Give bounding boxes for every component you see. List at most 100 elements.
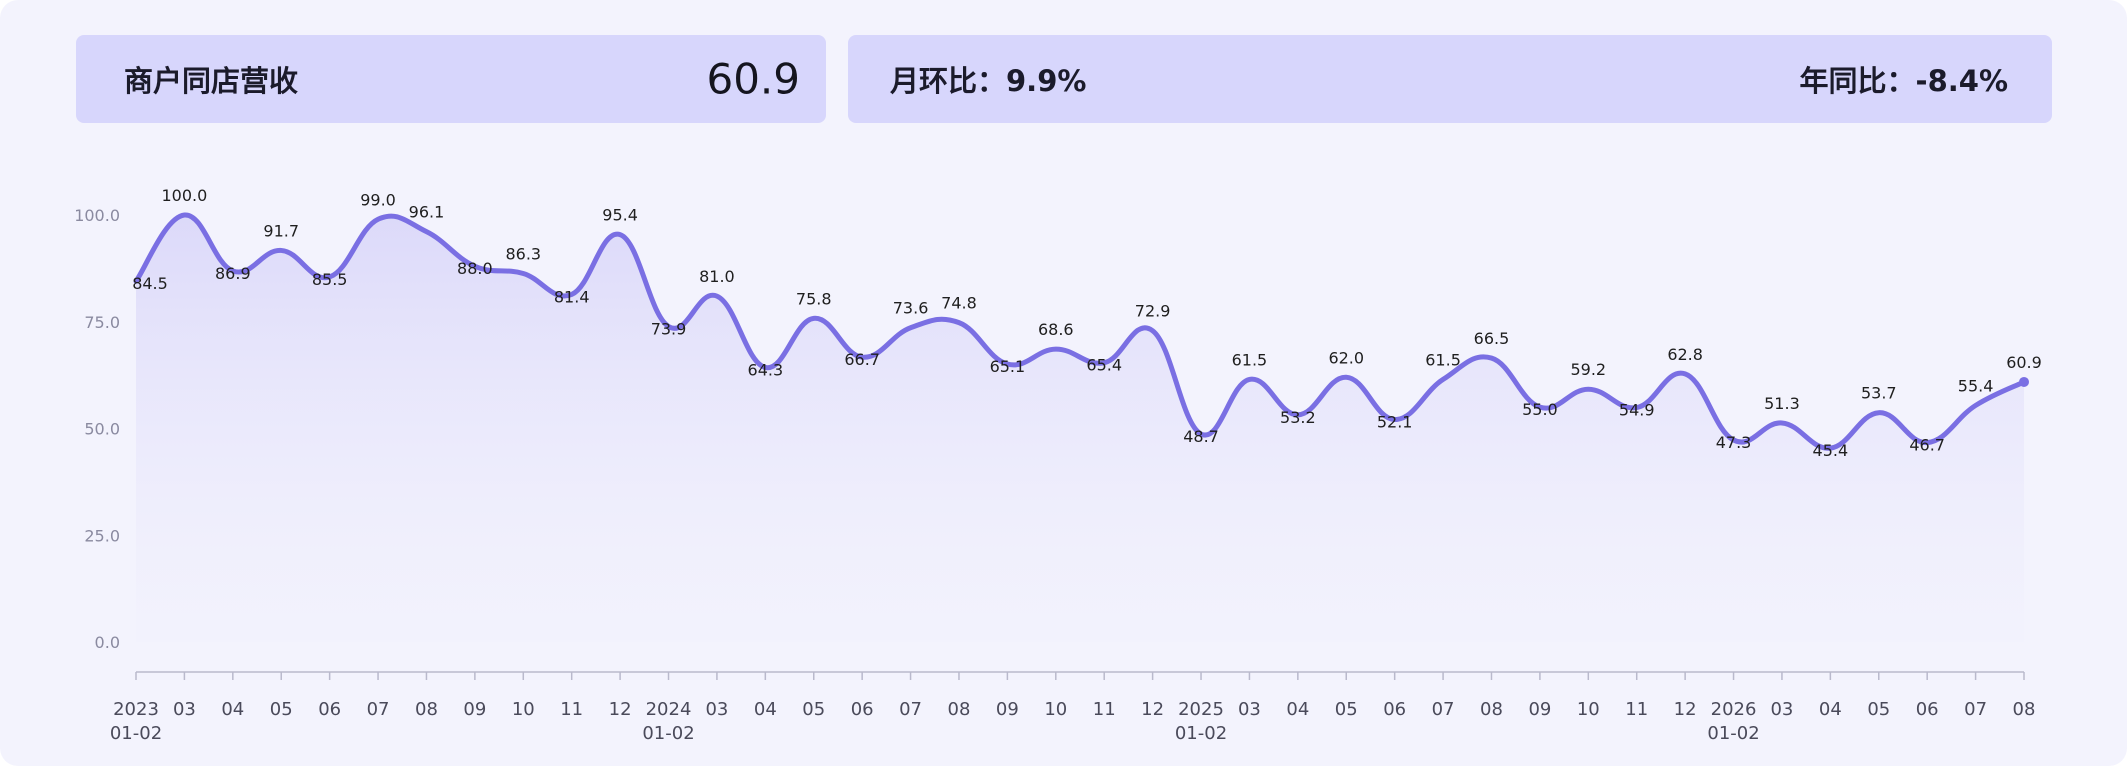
x-tick-label: 09: [1528, 699, 1551, 720]
x-tick-label: 05: [1867, 699, 1890, 720]
data-label: 60.9: [2006, 353, 2042, 372]
data-label: 86.9: [215, 264, 251, 283]
y-tick-label: 75.0: [84, 313, 120, 332]
x-tick-label: 09: [996, 699, 1019, 720]
x-tick-label: 10: [1044, 699, 1067, 720]
x-tick-label: 10: [512, 699, 535, 720]
data-label: 91.7: [263, 221, 299, 240]
comparison-card: 月环比：9.9% 年同比：-8.4%: [848, 35, 2052, 123]
month-over-month-label: 月环比：9.9%: [890, 64, 1087, 98]
metric-value: 60.9: [706, 54, 800, 104]
x-tick-label: 07: [367, 699, 390, 720]
data-label: 75.8: [796, 289, 832, 308]
y-tick-label: 100.0: [74, 206, 120, 225]
x-tick-label: 11: [1625, 699, 1648, 720]
x-tick-label: 12: [609, 699, 632, 720]
x-tick-label: 08: [415, 699, 438, 720]
data-label: 55.4: [1958, 376, 1994, 395]
x-tick-label: 04: [754, 699, 777, 720]
data-label: 84.5: [132, 274, 168, 293]
x-tick-label: 11: [560, 699, 583, 720]
x-tick-label: 03: [173, 699, 196, 720]
data-label: 100.0: [162, 186, 208, 205]
x-tick-label: 04: [1286, 699, 1309, 720]
x-tick-label: 06: [851, 699, 874, 720]
metric-card: 商户同店营收 60.9: [76, 35, 826, 123]
data-label: 62.8: [1667, 345, 1703, 364]
data-label: 61.5: [1232, 350, 1268, 369]
series-line: [133, 212, 2027, 451]
data-label: 73.6: [893, 299, 929, 318]
x-tick-label: 05: [1335, 699, 1358, 720]
last-point-marker: [2019, 376, 2029, 387]
data-label: 46.7: [1909, 436, 1945, 455]
data-label: 45.4: [1813, 441, 1849, 460]
data-label: 62.0: [1328, 348, 1364, 367]
data-label: 51.3: [1764, 394, 1800, 413]
data-label: 74.8: [941, 294, 977, 313]
data-label: 95.4: [602, 206, 638, 225]
data-label: 81.4: [554, 287, 590, 306]
data-label: 96.1: [409, 203, 445, 222]
x-tick-label: 11: [1093, 699, 1116, 720]
data-label: 66.7: [844, 350, 880, 369]
data-label: 54.9: [1619, 401, 1655, 420]
data-label: 52.1: [1377, 413, 1413, 432]
y-tick-label: 50.0: [84, 420, 120, 439]
data-label: 66.5: [1474, 329, 1510, 348]
x-tick-label: 04: [1819, 699, 1842, 720]
series-revenue: [133, 212, 2029, 643]
year-over-year-label: 年同比：-8.4%: [1799, 64, 2008, 98]
x-tick-label: 04: [221, 699, 244, 720]
x-tick-label: 2023 01-02: [110, 699, 162, 744]
y-axis: 0.0 25.0 50.0 75.0 100.0: [74, 206, 120, 652]
data-label: 55.0: [1522, 400, 1558, 419]
x-tick-label: 03: [1238, 699, 1261, 720]
x-tick-label: 06: [1383, 699, 1406, 720]
y-tick-label: 25.0: [84, 526, 120, 545]
data-label: 53.7: [1861, 384, 1897, 403]
x-tick-label: 07: [1964, 699, 1987, 720]
x-tick-label: 09: [463, 699, 486, 720]
x-tick-label: 03: [705, 699, 728, 720]
x-tick-label: 2026 01-02: [1707, 699, 1759, 744]
x-tick-label: 06: [318, 699, 341, 720]
data-label: 73.9: [651, 319, 687, 338]
data-label: 85.5: [312, 270, 348, 289]
x-tick-label: 07: [899, 699, 922, 720]
data-label: 88.0: [457, 259, 493, 278]
data-label: 48.7: [1183, 427, 1219, 446]
series-area: [136, 214, 2024, 643]
y-tick-label: 0.0: [95, 633, 120, 652]
data-label: 47.3: [1716, 433, 1752, 452]
data-label: 65.4: [1086, 356, 1122, 375]
data-label: 68.6: [1038, 320, 1074, 339]
x-tick-label: 05: [802, 699, 825, 720]
metric-title: 商户同店营收: [124, 64, 299, 98]
data-label: 99.0: [360, 190, 396, 209]
x-tick-label: 08: [948, 699, 971, 720]
x-tick-label: 2024 01-02: [642, 699, 694, 744]
data-label: 81.0: [699, 267, 735, 286]
data-label: 72.9: [1135, 302, 1171, 321]
x-tick-label: 03: [1770, 699, 1793, 720]
x-tick-label: 2025 01-02: [1175, 699, 1227, 744]
x-tick-label: 07: [1432, 699, 1455, 720]
x-tick-label: 08: [1480, 699, 1503, 720]
x-axis: 2023 01-02 03 04 05 06 07 08 09 10 11 12 2024 01-02 03…: [110, 671, 2036, 744]
data-labels: 84.5 100.0 86.9 91.7 85.5 99.0 96.1 88.0 86.3 81.…: [132, 186, 2042, 460]
x-tick-label: 05: [270, 699, 293, 720]
x-tick-label: 12: [1141, 699, 1164, 720]
data-label: 53.2: [1280, 408, 1316, 427]
data-label: 59.2: [1570, 360, 1606, 379]
data-label: 61.5: [1425, 350, 1461, 369]
x-tick-label: 10: [1577, 699, 1600, 720]
data-label: 64.3: [748, 360, 784, 379]
x-tick-label: 06: [1916, 699, 1939, 720]
x-tick-label: 12: [1674, 699, 1697, 720]
x-tick-label: 08: [2013, 699, 2036, 720]
data-label: 86.3: [505, 244, 541, 263]
data-label: 65.1: [990, 357, 1026, 376]
